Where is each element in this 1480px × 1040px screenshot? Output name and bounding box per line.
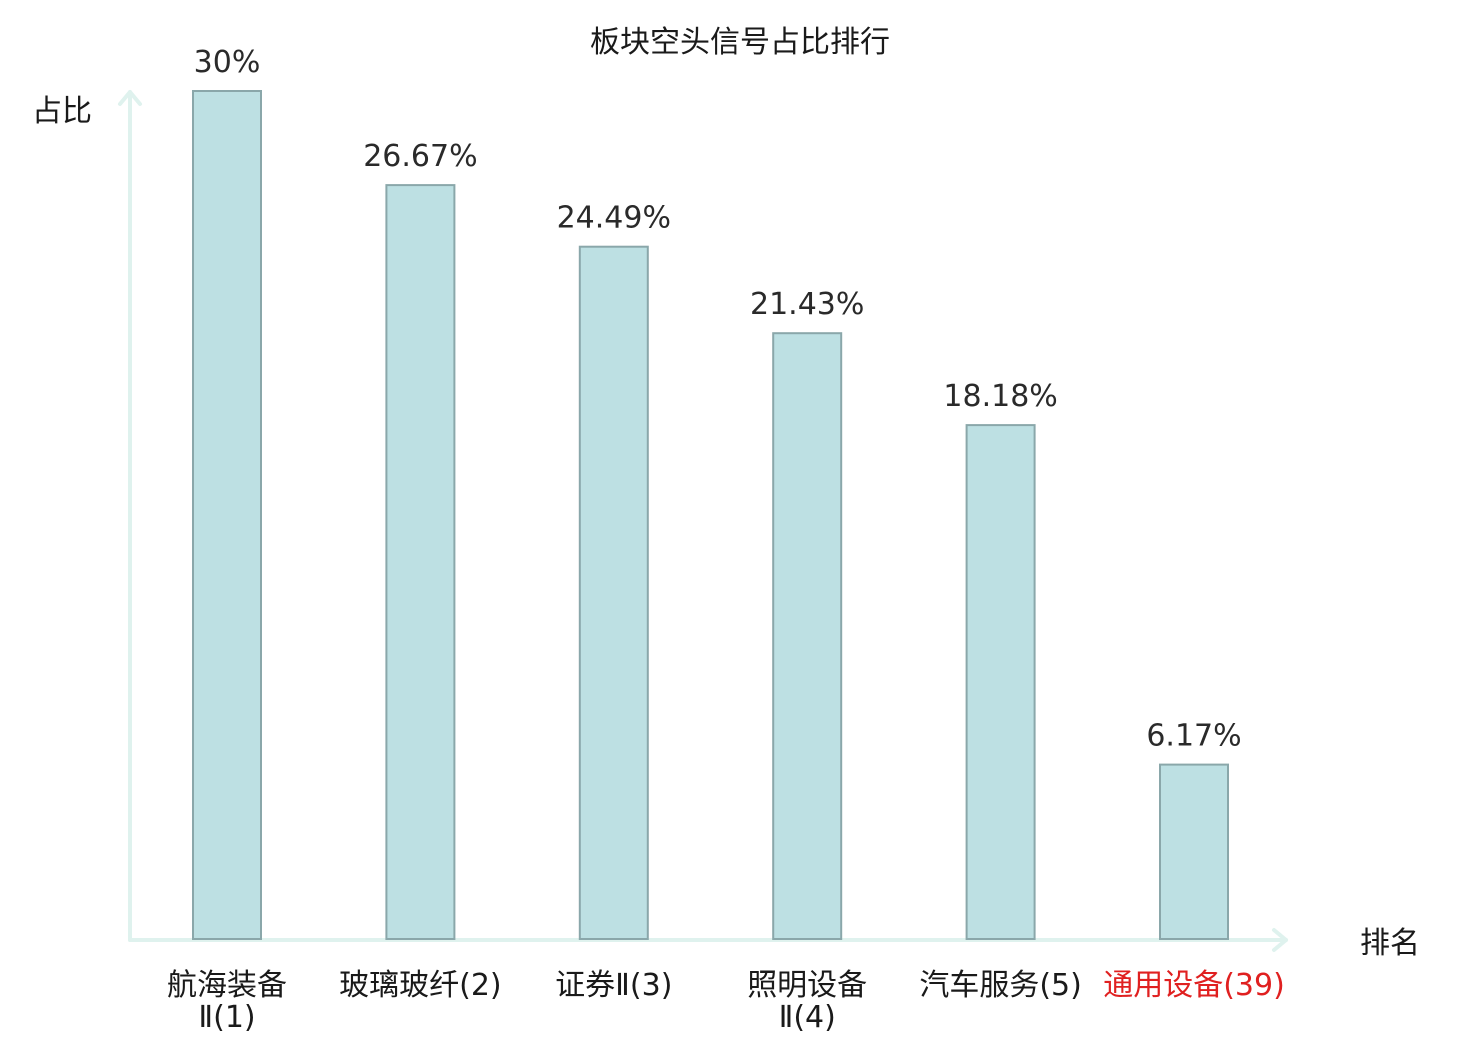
value-label-3: 24.49% (557, 201, 671, 236)
x-axis-arrow (1272, 928, 1288, 952)
category-label-2: 玻璃玻纤(2) (339, 968, 502, 1003)
bar-2 (385, 184, 456, 941)
y-axis-title: 占比 (32, 94, 92, 129)
category-label-3: 证券Ⅱ(3) (555, 968, 672, 1003)
category-label-4-line-2: Ⅱ(4) (779, 1000, 836, 1035)
bar-3 (578, 245, 649, 940)
bar-5 (965, 424, 1036, 941)
value-label-6: 6.17% (1146, 719, 1241, 754)
bar-1 (192, 90, 262, 940)
category-label-6: 通用设备(39) (1103, 968, 1285, 1003)
bar-6 (1159, 763, 1229, 940)
chart-title: 板块空头信号占比排行 (590, 25, 890, 60)
category-label-5: 汽车服务(5) (919, 968, 1082, 1003)
value-labels-group: 30% 26.67% 24.49% 21.43% 18.18% 6.17% (194, 45, 1242, 754)
y-axis-arrow (118, 90, 142, 106)
axes (118, 90, 1288, 952)
x-axis-title: 排名 (1360, 926, 1420, 961)
value-label-1: 30% (194, 45, 261, 80)
category-label-1-line-1: 航海装备 (167, 968, 287, 1003)
category-label-4-line-1: 照明设备 (747, 968, 867, 1003)
value-label-5: 18.18% (943, 379, 1057, 414)
value-label-2: 26.67% (363, 139, 477, 174)
bars-group (192, 90, 1229, 941)
bar-4 (772, 332, 843, 940)
category-label-1-line-2: Ⅱ(1) (198, 1000, 255, 1035)
value-label-4: 21.43% (750, 287, 864, 322)
